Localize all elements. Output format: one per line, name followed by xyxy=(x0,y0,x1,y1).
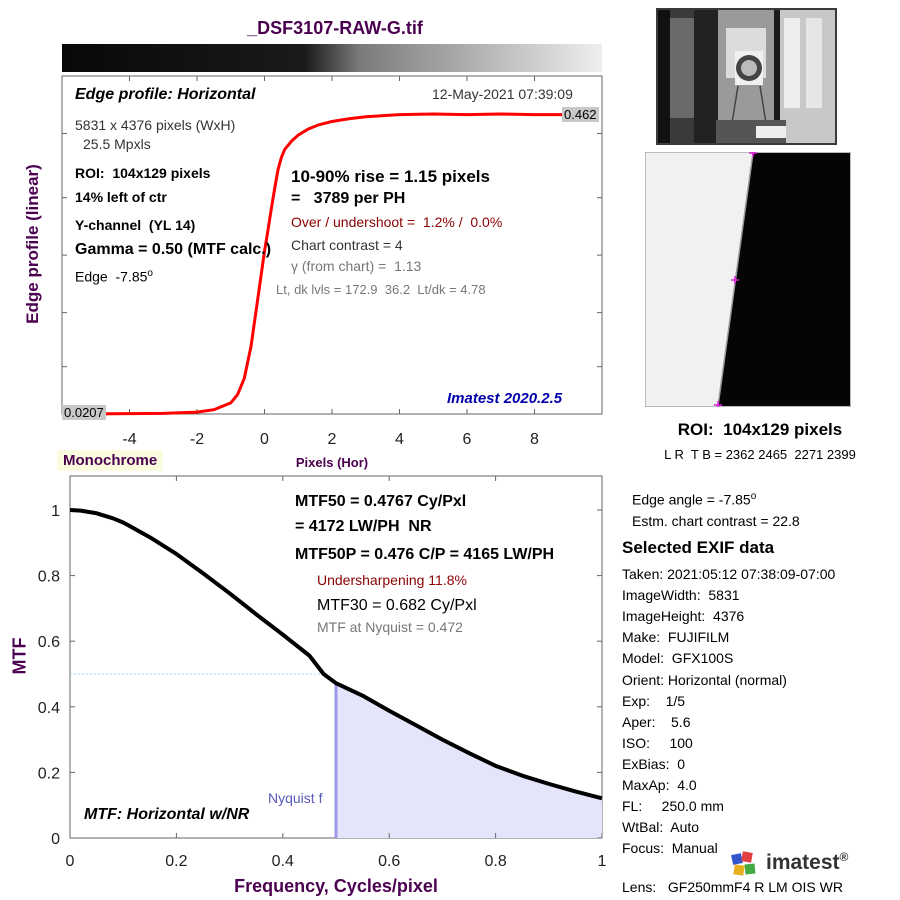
edge-timestamp: 12-May-2021 07:39:09 xyxy=(432,86,573,102)
roi-image xyxy=(645,152,851,407)
mtf-ytick-label: 0.4 xyxy=(38,700,60,717)
monochrome-badge: Monochrome xyxy=(57,450,164,471)
logo-text: imatest xyxy=(766,851,840,874)
exif-item: Aper: 5.6 xyxy=(622,713,691,730)
exif-item: WtBal: Auto xyxy=(622,819,700,836)
exif-item: ISO: 100 xyxy=(622,734,693,751)
edge-profile-curve xyxy=(61,112,569,416)
side-chart-contrast: Estm. chart contrast = 22.8 xyxy=(632,513,800,529)
mtf-xtick-label: 1 xyxy=(598,853,607,870)
exif-item: Model: GFX100S xyxy=(622,650,734,667)
exif-item: Exp: 1/5 xyxy=(622,692,686,709)
mtf-xtick-label: 0 xyxy=(66,853,75,870)
mtf-ytick-label: 0 xyxy=(51,831,60,848)
imatest-logo-icon xyxy=(731,851,756,876)
edge-xtick-label: 6 xyxy=(463,431,472,448)
imatest-logo: imatest® xyxy=(766,850,848,875)
mtf-xtick-label: 0.6 xyxy=(378,853,400,870)
roi-marker xyxy=(714,152,757,407)
chart-contrast-label: Chart contrast = 4 xyxy=(291,237,403,253)
roi-title: ROI: 104x129 pixels xyxy=(677,420,843,439)
mtf-nyquist-label: MTF at Nyquist = 0.472 xyxy=(317,619,463,635)
edge-gradient-strip xyxy=(62,44,602,72)
exif-item: ImageWidth: 5831 xyxy=(622,587,740,604)
mtf-ylabel: MTF xyxy=(9,637,30,675)
exif-item: ExBias: 0 xyxy=(622,755,686,772)
edge-xtick-label: -2 xyxy=(190,431,204,448)
edge-plot-frame xyxy=(61,75,603,415)
mtf50-line1: MTF50 = 0.4767 Cy/Pxl xyxy=(295,493,467,510)
edge-panel-title: Edge profile: Horizontal xyxy=(75,86,256,103)
gamma-chart-label: γ (from chart) = 1.13 xyxy=(291,258,422,274)
scene-thumbnail xyxy=(656,8,837,145)
mtf-curve xyxy=(69,508,603,801)
mtf-xlabel: Frequency, Cycles/pixel xyxy=(234,876,438,896)
per-ph-label: = 3789 per PH xyxy=(291,190,406,207)
edge-max-label: 0.462 xyxy=(562,107,599,122)
mtf50-line2: = 4172 LW/PH NR xyxy=(295,518,432,535)
exif-lens: Lens: GF250mmF4 R LM OIS WR xyxy=(622,879,843,895)
edge-xtick-label: 0 xyxy=(260,431,269,448)
mtf-ytick-label: 0.2 xyxy=(38,765,60,782)
edge-xtick-label: 8 xyxy=(530,431,539,448)
mtf-xtick-label: 0.8 xyxy=(484,853,506,870)
exif-item: Taken: 2021:05:12 07:38:09-07:00 xyxy=(622,566,836,582)
rise-label: 10-90% rise = 1.15 pixels xyxy=(291,167,490,186)
levels-label: Lt, dk lvls = 172.9 36.2 Lt/dk = 4.78 xyxy=(276,282,486,297)
mtf-xtick-label: 0.4 xyxy=(272,853,294,870)
edge-min-label: 0.0207 xyxy=(62,405,106,420)
edge-xtick-label: 2 xyxy=(328,431,337,448)
logo-reg: ® xyxy=(839,850,849,864)
mtf-chart: 0 0.2 0.4 0.6 0.8 1 0 0.2 0.4 0.6 0.8 1 xyxy=(38,475,607,870)
edge-xlabel: Pixels (Hor) xyxy=(295,455,369,470)
degree-symbol: o xyxy=(147,268,153,279)
edge-angle-value: Edge -7.85 xyxy=(75,268,148,285)
exif-item: Orient: Horizontal (normal) xyxy=(622,671,787,688)
mtf50p-label: MTF50P = 0.476 C/P = 4165 LW/PH xyxy=(295,546,555,563)
edge-xtick-label: 4 xyxy=(395,431,404,448)
roi-coords: L R T B = 2362 2465 2271 2399 xyxy=(664,447,856,462)
edge-profile-chart: -4 -2 0 2 4 6 8 xyxy=(61,44,603,448)
version-label: Imatest 2020.2.5 xyxy=(447,390,563,407)
gamma-label: Gamma = 0.50 (MTF calc.) xyxy=(75,241,272,258)
mtf-fill-area xyxy=(336,683,602,838)
exif-item: MaxAp: 4.0 xyxy=(622,777,697,793)
mtf-panel-label: MTF: Horizontal w/NR xyxy=(84,806,250,823)
roi-position-label: 14% left of ctr xyxy=(75,189,167,205)
exif-item: Make: FUJIFILM xyxy=(622,629,730,646)
exif-item: FL: 250.0 mm xyxy=(622,798,724,815)
nyquist-f-label: Nyquist f xyxy=(268,790,323,806)
mtf30-label: MTF30 = 0.682 Cy/Pxl xyxy=(317,597,477,614)
image-megapixels: 25.5 Mpxls xyxy=(83,136,151,152)
file-title: _DSF3107-RAW-G.tif xyxy=(247,18,423,38)
side-degree-symbol: o xyxy=(750,491,757,502)
undersharpening-label: Undersharpening 11.8% xyxy=(317,572,467,588)
overshoot-label: Over / undershoot = 1.2% / 0.0% xyxy=(291,214,503,230)
channel-label: Y-channel (YL 14) xyxy=(75,217,196,233)
edge-xtick-label: -4 xyxy=(122,431,136,448)
mtf-ytick-label: 0.6 xyxy=(38,634,60,651)
side-edge-angle-value: Edge angle = -7.85 xyxy=(632,491,751,508)
mtf-ytick-label: 1 xyxy=(51,503,60,520)
exif-heading: Selected EXIF data xyxy=(622,538,775,557)
exif-item: Focus: Manual xyxy=(622,840,718,857)
roi-size-label: ROI: 104x129 pixels xyxy=(75,165,211,181)
edge-angle-label: Edge -7.85o xyxy=(75,268,153,285)
exif-item: ImageHeight: 4376 xyxy=(622,608,745,625)
image-dimensions: 5831 x 4376 pixels (WxH) xyxy=(75,117,236,133)
edge-ylabel: Edge profile (linear) xyxy=(23,164,42,324)
mtf-xtick-label: 0.2 xyxy=(165,853,187,870)
mtf-ytick-label: 0.8 xyxy=(38,569,60,586)
side-edge-angle: Edge angle = -7.85o xyxy=(632,491,756,508)
